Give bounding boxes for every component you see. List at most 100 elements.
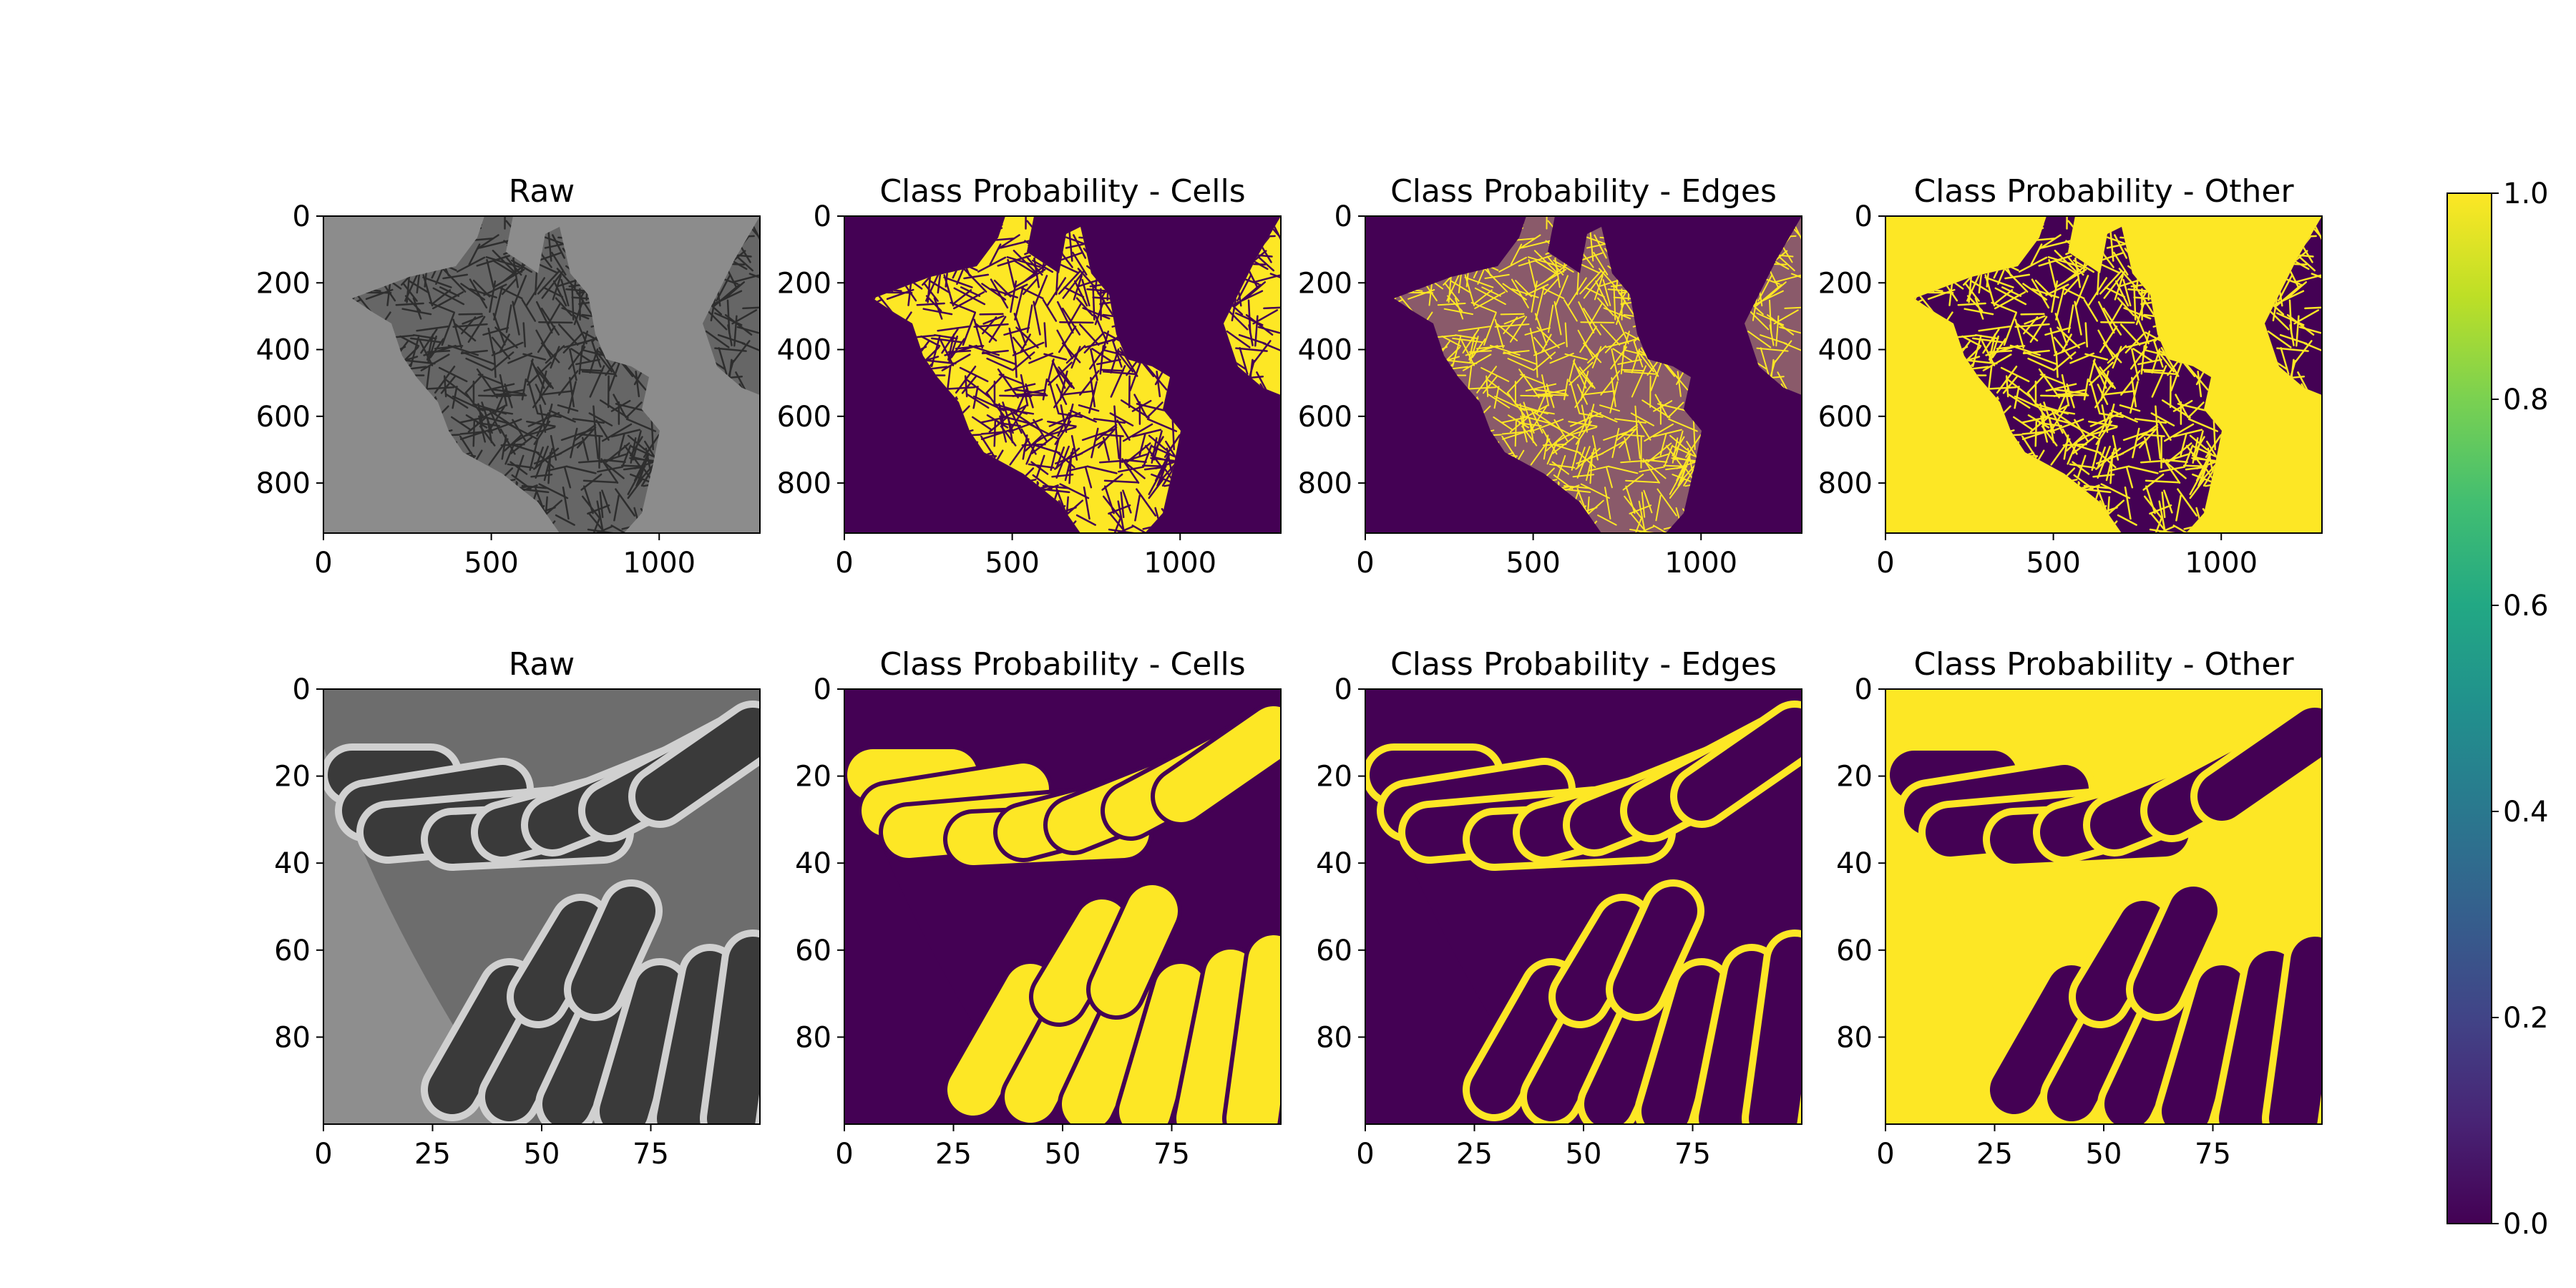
y-tick-label: 800	[256, 467, 311, 500]
panel-title: Class Probability - Cells	[879, 646, 1245, 683]
y-tick-label: 600	[1818, 401, 1873, 434]
y-tick-label: 40	[1836, 847, 1873, 880]
y-tick-label: 200	[256, 267, 311, 300]
rod	[1470, 965, 1576, 1114]
y-tick-label: 20	[795, 761, 831, 794]
x-tick-label: 0	[835, 547, 853, 580]
x-tick-label: 0	[1876, 547, 1894, 580]
left-region	[1885, 746, 2079, 1124]
y-tick-label: 400	[777, 334, 831, 367]
x-tick-label: 500	[464, 547, 518, 580]
rod	[2219, 951, 2296, 1124]
image-edges-zoom	[1365, 689, 1802, 1124]
colorbar-frame	[2446, 192, 2492, 1224]
panel-cells-zoom: Class Probability - Cells 0 25 50 75 0 20 40 60 8…	[795, 646, 1282, 1171]
x-tick-label: 500	[2026, 547, 2080, 580]
rod	[428, 965, 534, 1114]
x-tick-label: 50	[2086, 1138, 2122, 1171]
panel-title: Class Probability - Other	[1913, 173, 2294, 210]
panel-gray-large: Raw 0 500 1000 0 200 400 600 800	[256, 173, 761, 580]
colorbar-tick-label: 0.8	[2503, 384, 2549, 416]
y-tick-label: 0	[814, 673, 831, 706]
image-cells-large	[844, 216, 1281, 533]
y-tick-label: 200	[1818, 267, 1873, 300]
y-tick-label: 400	[256, 334, 311, 367]
left-region	[844, 746, 1038, 1124]
x-tick-label: 50	[524, 1138, 560, 1171]
colorbar-gradient	[2447, 193, 2492, 1224]
colorbar-tick-label: 1.0	[2503, 177, 2549, 210]
rod	[1033, 899, 1128, 1023]
y-tick-label: 200	[1298, 267, 1352, 300]
y-tick-label: 600	[256, 401, 311, 434]
rod	[2269, 937, 2322, 1124]
rod	[1749, 937, 1802, 1124]
y-tick-label: 40	[1316, 847, 1352, 880]
x-tick-label: 1000	[1664, 547, 1737, 580]
rod	[947, 964, 1056, 1116]
panel-edges-large: Class Probability - Edges 0 500 1000 0 200 400…	[1298, 173, 1802, 580]
cluster-region-edge	[1745, 216, 1802, 395]
rod	[635, 708, 760, 821]
y-tick-label: 80	[1836, 1021, 1873, 1054]
y-tick-label: 0	[1335, 673, 1352, 706]
rod	[600, 965, 684, 1124]
panel-gray-zoom: Raw 0 25 50 75 0 20 40 60 80	[274, 646, 761, 1171]
x-tick-label: 0	[835, 1138, 853, 1171]
panel-title: Raw	[509, 173, 575, 210]
x-tick-label: 0	[1356, 547, 1374, 580]
y-tick-label: 0	[293, 673, 311, 706]
y-tick-label: 600	[777, 401, 831, 434]
y-tick-label: 0	[814, 200, 831, 233]
x-tick-label: 50	[1045, 1138, 1081, 1171]
rod	[1226, 935, 1281, 1124]
image-gray-zoom	[323, 689, 760, 1124]
x-tick-label: 25	[1456, 1138, 1493, 1171]
rod	[571, 887, 655, 1014]
y-tick-label: 200	[777, 267, 831, 300]
panel-edges-zoom: Class Probability - Edges 0 25 50 75 0 20 40 60 8…	[1316, 646, 1802, 1171]
colorbar-tick-label: 0.4	[2503, 796, 2549, 829]
y-tick-label: 0	[1335, 200, 1352, 233]
x-tick-label: 75	[633, 1138, 669, 1171]
y-tick-label: 80	[274, 1021, 311, 1054]
image-gray-large	[323, 216, 760, 533]
rod	[1613, 887, 1697, 1014]
x-tick-label: 75	[2195, 1138, 2231, 1171]
x-tick-label: 500	[1506, 547, 1560, 580]
image-edges-large	[1365, 216, 1802, 533]
panel-other-large: Class Probability - Other 0 500 1000 0 200 400…	[1818, 173, 2323, 580]
y-tick-label: 80	[795, 1021, 831, 1054]
panel-title: Class Probability - Edges	[1390, 646, 1777, 683]
rod	[1699, 951, 1776, 1124]
rod	[1641, 965, 1726, 1124]
y-tick-label: 20	[274, 761, 311, 794]
x-tick-label: 500	[985, 547, 1039, 580]
rod	[514, 901, 605, 1021]
panel-other-zoom: Class Probability - Other 0 25 50 75 0 20 40 60 8…	[1836, 646, 2323, 1171]
panel-title: Raw	[509, 646, 575, 683]
colorbar-tick-label: 0.6	[2503, 590, 2549, 623]
y-tick-label: 40	[274, 847, 311, 880]
rod	[1556, 901, 1647, 1021]
colorbar-tick-label: 0.2	[2503, 1002, 2549, 1035]
y-tick-label: 20	[1836, 761, 1873, 794]
y-tick-label: 400	[1818, 334, 1873, 367]
left-region	[323, 746, 517, 1124]
rod	[2197, 708, 2322, 821]
x-tick-label: 25	[935, 1138, 972, 1171]
colorbar-tick-label: 0.0	[2503, 1208, 2549, 1241]
rod	[1155, 706, 1281, 822]
y-tick-label: 800	[777, 467, 831, 500]
x-tick-label: 1000	[2185, 547, 2258, 580]
axes-frame	[844, 215, 1282, 534]
rod	[1176, 950, 1257, 1124]
rod	[1119, 964, 1206, 1124]
x-tick-label: 50	[1566, 1138, 1602, 1171]
y-tick-label: 60	[1836, 935, 1873, 967]
y-tick-label: 0	[1855, 200, 1873, 233]
panel-title: Class Probability - Cells	[879, 173, 1245, 210]
y-tick-label: 60	[1316, 935, 1352, 967]
